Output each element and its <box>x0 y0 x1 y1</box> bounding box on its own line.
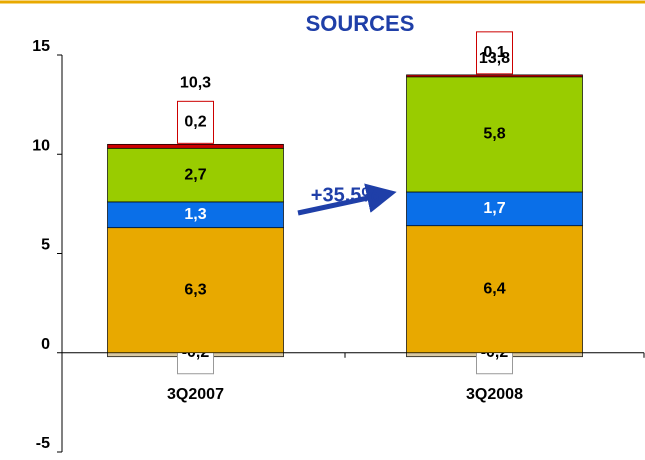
value-label: 2,7 <box>184 166 206 183</box>
bar-segment <box>406 191 583 227</box>
x-tick-label: 3Q2008 <box>466 386 523 403</box>
bar-segment <box>107 147 284 203</box>
value-label: 0,1 <box>483 44 505 61</box>
value-label: 0,2 <box>184 114 206 131</box>
chart-title: SOURCES <box>306 11 415 36</box>
value-label: 1,3 <box>184 206 206 223</box>
bar-segment <box>107 227 284 354</box>
y-tick-label: 5 <box>41 237 50 254</box>
bar-segment <box>107 201 284 229</box>
bar-segment <box>406 225 583 354</box>
bar-segment <box>406 76 583 193</box>
y-tick-label: -5 <box>36 435 50 452</box>
y-tick-label: 10 <box>32 137 50 154</box>
label-box <box>476 31 513 75</box>
total-label: 10,3 <box>180 75 211 92</box>
bar-segment <box>406 74 583 78</box>
y-tick-label: 15 <box>32 38 50 55</box>
growth-arrow <box>297 183 397 216</box>
total-label: 13,8 <box>479 50 510 67</box>
value-label: 6,3 <box>184 281 206 298</box>
y-tick-label: 0 <box>41 336 50 353</box>
bar-segment <box>107 143 284 149</box>
x-tick-label: 3Q2007 <box>167 386 224 403</box>
value-label: 1,7 <box>483 200 505 217</box>
label-box <box>177 100 214 144</box>
value-label: 6,4 <box>483 280 505 297</box>
annotation: +35.5% <box>311 184 380 206</box>
value-label: 5,8 <box>483 126 505 143</box>
